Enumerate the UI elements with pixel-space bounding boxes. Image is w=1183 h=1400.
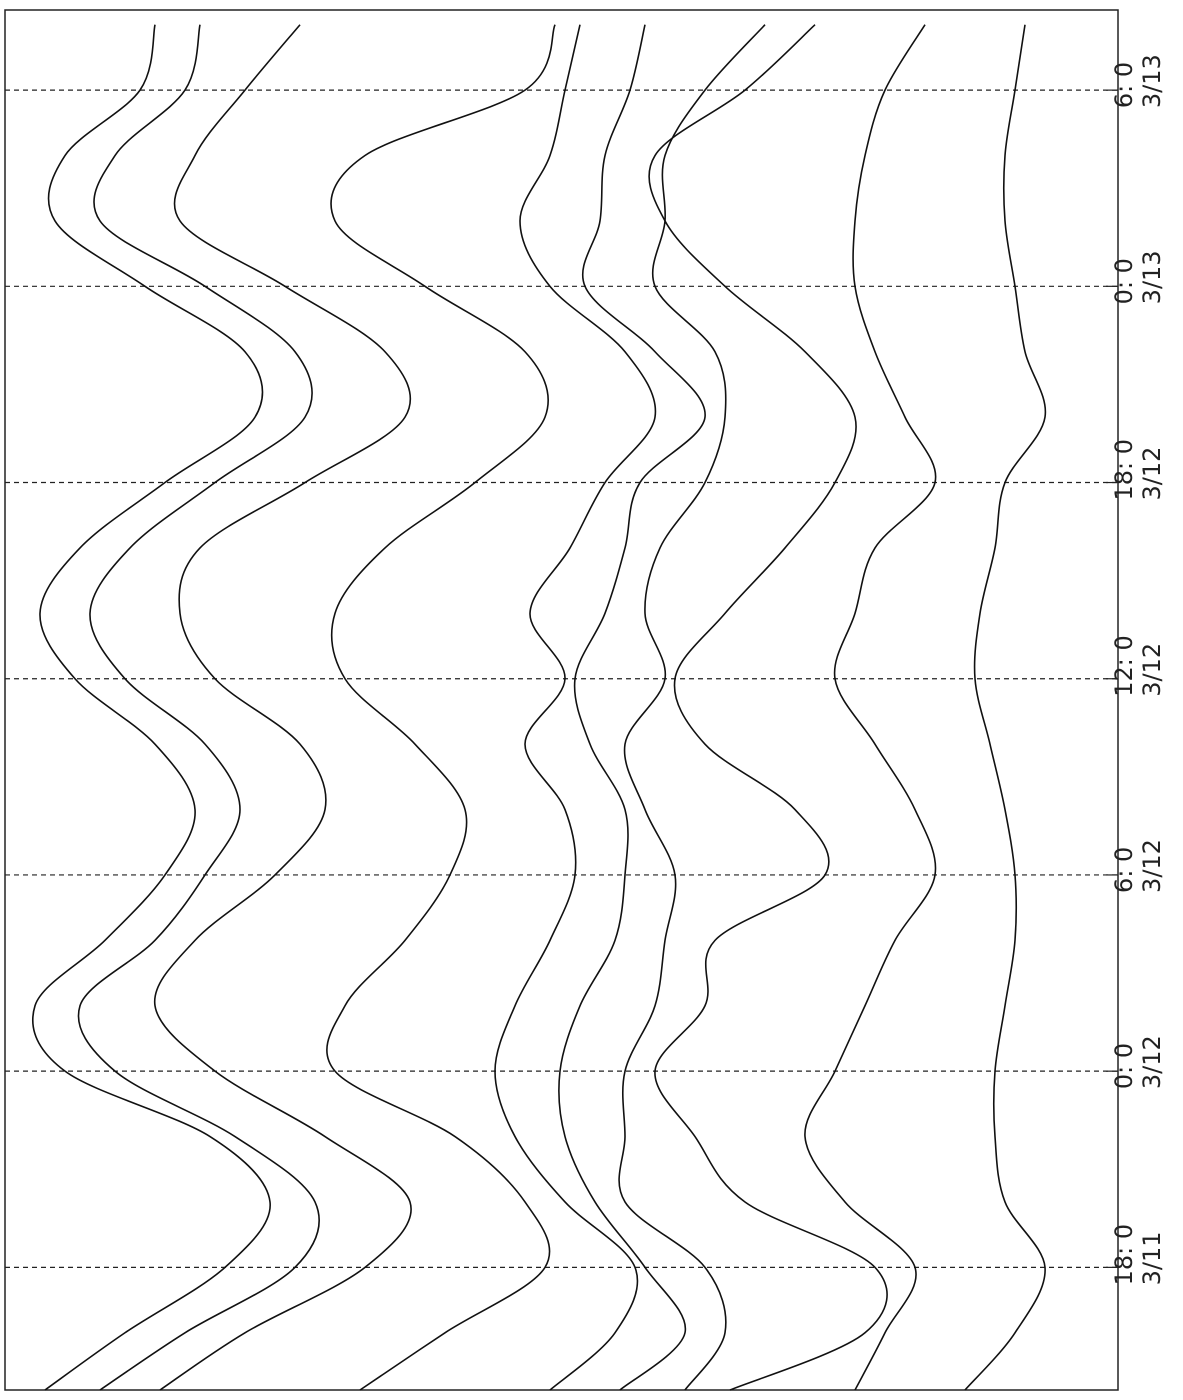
trace — [326, 24, 556, 1391]
x-tick-label-line: 18: 0 — [1110, 439, 1138, 501]
x-tick-label: 6: 03/12 — [1110, 839, 1166, 893]
x-tick-label-line: 3/11 — [1138, 1231, 1166, 1285]
x-tick-label: 0: 03/13 — [1110, 250, 1166, 304]
trace — [153, 24, 412, 1391]
x-tick-label-line: 3/12 — [1138, 447, 1166, 501]
x-tick-label: 18: 03/12 — [1110, 439, 1166, 501]
trace — [648, 24, 888, 1391]
x-tick-label-line: 6: 0 — [1110, 847, 1138, 893]
x-tick-label-line: 6: 0 — [1110, 62, 1138, 108]
x-tick-label-line: 12: 0 — [1110, 635, 1138, 697]
trace — [618, 24, 766, 1391]
x-tick-label-line: 18: 0 — [1110, 1224, 1138, 1286]
x-tick-label-line: 0: 0 — [1110, 1043, 1138, 1089]
x-tick-label-line: 3/13 — [1138, 250, 1166, 304]
trace — [558, 24, 706, 1391]
x-tick-label-line: 3/12 — [1138, 839, 1166, 893]
x-tick-label: 12: 03/12 — [1110, 635, 1166, 697]
x-tick-label: 6: 03/13 — [1110, 54, 1166, 108]
trace — [804, 24, 937, 1391]
plot-frame — [4, 9, 1119, 1391]
x-tick-label-line: 3/13 — [1138, 54, 1166, 108]
x-tick-label: 18: 03/11 — [1110, 1224, 1166, 1286]
trace — [494, 24, 657, 1391]
trace — [77, 24, 320, 1391]
x-tick-label-line: 3/12 — [1138, 1035, 1166, 1089]
trace — [964, 24, 1047, 1391]
x-tick-label-line: 3/12 — [1138, 643, 1166, 697]
trace — [31, 24, 271, 1391]
x-tick-label-line: 0: 0 — [1110, 258, 1138, 304]
x-tick-label: 0: 03/12 — [1110, 1035, 1166, 1089]
